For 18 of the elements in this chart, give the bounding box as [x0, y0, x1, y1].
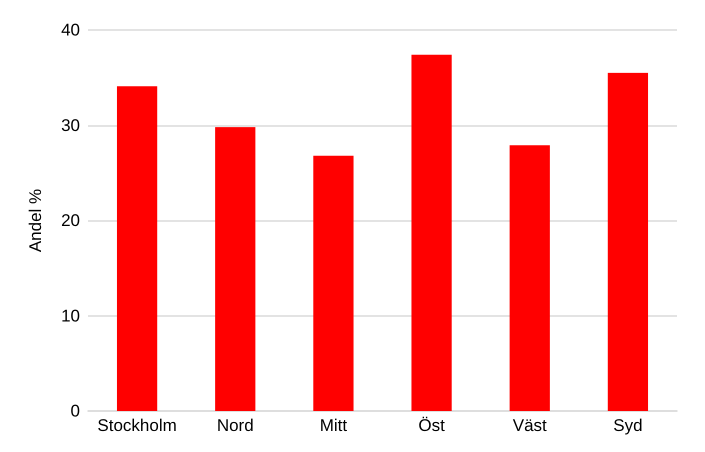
y-tick-label: 40 [61, 20, 80, 40]
x-tick-label: Stockholm [97, 416, 177, 435]
x-tick-label: Mitt [320, 416, 348, 435]
y-tick-label: 10 [61, 306, 80, 326]
y-tick-label: 30 [61, 116, 80, 135]
x-tick-label: Nord [216, 416, 254, 435]
bar [313, 156, 354, 411]
x-tick-label: Syd [613, 416, 643, 435]
bar [608, 72, 648, 411]
bar [510, 145, 550, 411]
bar [411, 54, 452, 411]
bar [116, 86, 158, 411]
x-tick-label: Väst [512, 416, 548, 435]
x-tick-label: Öst [418, 416, 446, 435]
y-tick-label: 0 [70, 402, 80, 420]
y-tick-label: 20 [61, 211, 80, 230]
y-axis-title: Andel % [26, 188, 45, 252]
bar [215, 127, 256, 411]
